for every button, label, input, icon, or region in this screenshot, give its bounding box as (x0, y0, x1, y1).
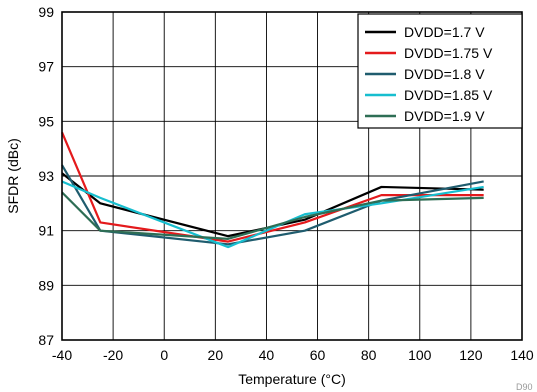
series-line-5 (61, 191, 484, 240)
legend-label: DVDD=1.75 V (404, 45, 493, 61)
legend-label: DVDD=1.9 V (404, 108, 485, 124)
series-line-3 (61, 164, 484, 246)
x-tick-label: 100 (408, 347, 432, 363)
legend-label: DVDD=1.8 V (404, 66, 485, 82)
legend: DVDD=1.7 V DVDD=1.75 V DVDD=1.8 V DVDD=1.85… (357, 13, 523, 129)
series-layer (60, 131, 484, 249)
x-tick-label: 80 (361, 347, 377, 363)
figure-id: D90 (516, 382, 533, 392)
y-axis-label: SFDR (dBc) (5, 138, 21, 213)
x-tick-label: 40 (259, 347, 275, 363)
x-tick-label: 60 (310, 347, 326, 363)
y-tick-label: 89 (38, 277, 54, 293)
x-axis-label: Temperature (°C) (238, 371, 346, 387)
x-tick-label: -20 (103, 347, 123, 363)
legend-label: DVDD=1.85 V (404, 87, 493, 103)
legend-label: DVDD=1.7 V (404, 24, 485, 40)
y-tick-label: 93 (38, 168, 54, 184)
y-tick-label: 91 (38, 223, 54, 239)
y-tick-label: 87 (38, 332, 54, 348)
y-tick-label: 97 (38, 59, 54, 75)
x-tick-label: 140 (510, 347, 534, 363)
plot-frame (61, 11, 523, 341)
x-tick-label: 120 (459, 347, 483, 363)
series-line-2 (60, 131, 484, 243)
x-tick-label: 0 (160, 347, 168, 363)
y-tick-labels: 87 89 91 93 95 97 99 (38, 4, 54, 348)
y-tick-label: 99 (38, 4, 54, 20)
x-tick-labels: -40 -20 0 20 40 60 80 100 120 140 (52, 347, 534, 363)
x-tick-label: -40 (52, 347, 72, 363)
y-tick-label: 95 (38, 113, 54, 129)
x-tick-label: 20 (208, 347, 224, 363)
